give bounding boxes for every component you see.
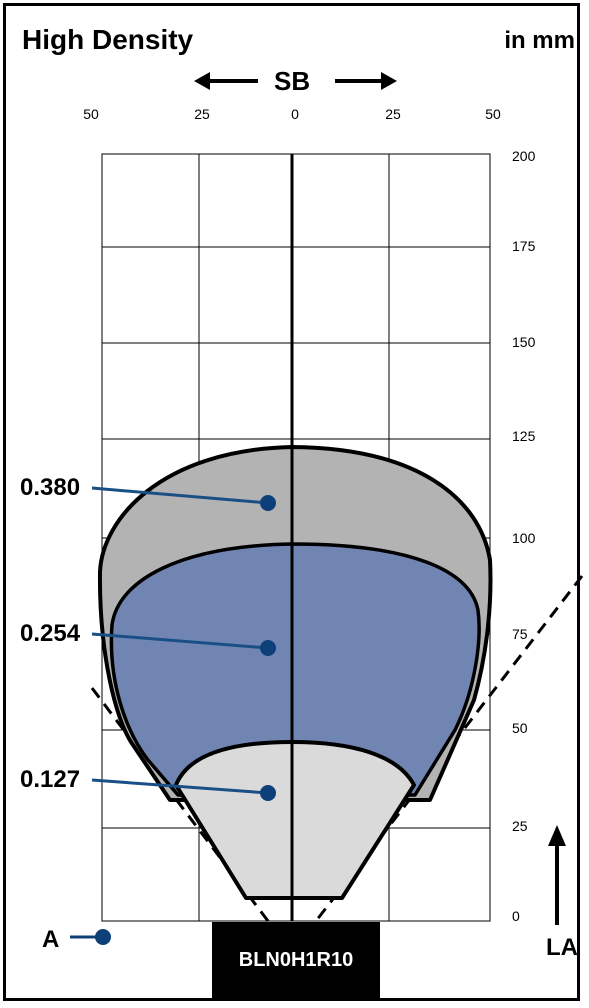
leader-0254 bbox=[91, 632, 276, 656]
y-tick-label: 200 bbox=[512, 148, 536, 164]
y-tick-label: 75 bbox=[512, 626, 528, 642]
diagram-frame bbox=[3, 3, 580, 1001]
y-tick-label: 100 bbox=[512, 530, 536, 546]
x-tick-label: 0 bbox=[291, 106, 299, 122]
leader-0127 bbox=[91, 778, 276, 801]
zone-0380-label: 0.380 bbox=[20, 474, 81, 501]
x-tick-label: 25 bbox=[385, 106, 401, 122]
y-tick-label: 0 bbox=[512, 908, 520, 924]
la-label: LA bbox=[546, 934, 578, 961]
x-tick-label: 25 bbox=[194, 106, 210, 122]
x-tick-label: 50 bbox=[83, 106, 99, 122]
a-label: A bbox=[42, 926, 60, 953]
zone-0254-dot bbox=[260, 640, 276, 656]
zone-0127-label: 0.127 bbox=[20, 766, 81, 793]
y-tick-label: 125 bbox=[512, 428, 536, 444]
a-dot bbox=[95, 929, 111, 945]
a-marker bbox=[70, 929, 111, 945]
x-tick-label: 50 bbox=[485, 106, 501, 122]
leader-0380 bbox=[91, 486, 276, 511]
diagram-title: High Density bbox=[22, 24, 194, 55]
zone-0254-label: 0.254 bbox=[20, 620, 81, 647]
zone-0254-area bbox=[109, 542, 481, 797]
sb-arrows bbox=[194, 72, 397, 90]
model-name: BLN0H1R10 bbox=[238, 948, 354, 971]
y-tick-label: 175 bbox=[512, 238, 536, 254]
la-arrow bbox=[548, 825, 566, 925]
y-tick-label: 150 bbox=[512, 334, 536, 350]
y-tick-label: 50 bbox=[512, 720, 528, 736]
model-badge: BLN0H1R10 bbox=[212, 922, 380, 998]
sb-label: SB bbox=[274, 66, 311, 96]
y-tick-label: 25 bbox=[512, 818, 528, 834]
zone-0127-dot bbox=[260, 785, 276, 801]
unit-label: in mm bbox=[504, 27, 575, 54]
zone-0127-area bbox=[174, 740, 416, 900]
zone-0380-dot bbox=[260, 495, 276, 511]
